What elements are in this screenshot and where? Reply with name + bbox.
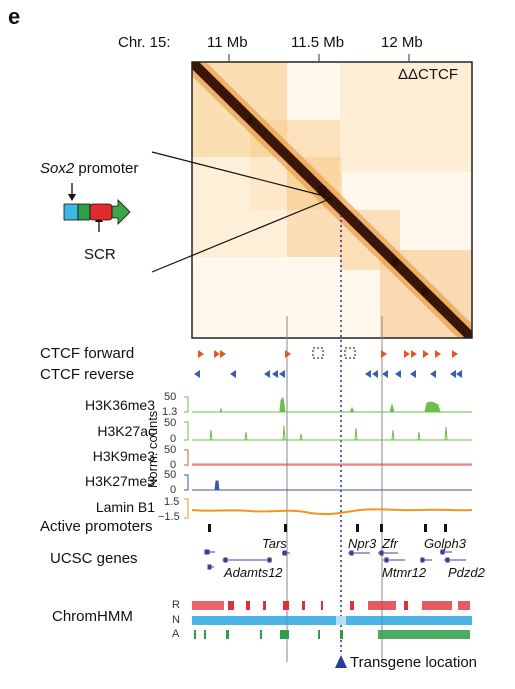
- hic-heatmap: [192, 62, 472, 338]
- gene-tars: Tars: [262, 536, 287, 551]
- active-promoters-track: [208, 524, 447, 532]
- h3k27me3-min: 0: [170, 484, 177, 496]
- promoter-text: promoter: [74, 160, 139, 177]
- ctcf-forward-track: [198, 350, 458, 358]
- h3k9me3-signal: [184, 449, 472, 466]
- h3k36me3-max: 50: [164, 391, 177, 403]
- axis-ticks: [228, 54, 410, 61]
- chromhmm-state-n: N: [172, 614, 180, 626]
- chrom-label: Chr. 15:: [118, 34, 171, 51]
- ucsc-genes-label: UCSC genes: [50, 550, 138, 567]
- tick-label-11mb: 11 Mb: [207, 34, 248, 51]
- gene-zfr: Zfr: [382, 536, 398, 551]
- lamin-b1-signal: [184, 498, 473, 519]
- connector-top: [151, 151, 333, 199]
- ctcf-deleted-site-2: [344, 347, 356, 359]
- norm-counts-label: Norm. counts: [145, 410, 160, 488]
- panel-letter: e: [8, 4, 21, 29]
- gene-golph3: Golph3: [424, 536, 466, 551]
- gene-npr3: Npr3: [348, 536, 377, 551]
- h3k27ac-signal: [184, 421, 472, 441]
- scr-label: SCR: [84, 246, 116, 263]
- tick-label-11-5mb: 11.5 Mb: [291, 34, 345, 51]
- ctcf-reverse-label: CTCF reverse: [40, 366, 135, 383]
- h3k27me3-signal: [184, 474, 472, 491]
- h3k27me3-max: 50: [164, 469, 177, 481]
- h3k27ac-max: 50: [164, 417, 177, 429]
- h3k27ac-label: H3K27ac: [97, 423, 155, 439]
- ctcf-deleted-site-1: [312, 347, 324, 359]
- h3k9me3-min: 0: [170, 459, 177, 471]
- h3k9me3-max: 50: [164, 444, 177, 456]
- gene-pdzd2: Pdzd2: [448, 565, 485, 580]
- chromhmm-state-a: A: [172, 628, 180, 640]
- h3k9me3-label: H3K9me3: [92, 448, 155, 464]
- chromhmm-n-row: [192, 616, 472, 625]
- transgene-location-label: Transgene location: [350, 654, 478, 671]
- ctcf-forward-label: CTCF forward: [40, 345, 135, 362]
- chromhmm-r-row: [192, 601, 470, 610]
- ucsc-genes-track: [204, 549, 466, 570]
- h3k27ac-min: 0: [170, 433, 177, 445]
- h3k36me3-label: H3K36me3: [84, 397, 155, 413]
- h3k27me3-label: H3K27me3: [84, 473, 155, 489]
- h3k36me3-signal: [184, 396, 472, 413]
- heatmap-frame: [191, 61, 473, 339]
- chromhmm-state-r: R: [172, 599, 180, 611]
- active-promoters-label: Active promoters: [40, 518, 153, 535]
- tick-label-12mb: 12 Mb: [381, 34, 423, 51]
- sox2-promoter-label: Sox2 promoter: [40, 160, 138, 177]
- chromhmm-a-row: [194, 630, 470, 639]
- transgene-marker-icon: [335, 655, 347, 668]
- chromhmm-label: ChromHMM: [52, 608, 133, 625]
- lamin-b1-max: 1.5: [164, 496, 180, 508]
- heatmap-condition-label: ΔΔCTCF: [398, 66, 459, 83]
- sox2-italic: Sox2: [40, 160, 75, 177]
- ctcf-reverse-track: [194, 370, 462, 378]
- guide-lines: [286, 316, 383, 662]
- lamin-b1-label: Lamin B1: [95, 499, 155, 515]
- connector-bottom: [151, 197, 333, 273]
- transgene-construct: [63, 183, 131, 232]
- gene-adamts12: Adamts12: [224, 565, 283, 580]
- gene-mtmr12: Mtmr12: [382, 565, 427, 580]
- lamin-b1-min: −1.5: [158, 511, 180, 523]
- h3k36me3-min: 1.3: [162, 406, 178, 418]
